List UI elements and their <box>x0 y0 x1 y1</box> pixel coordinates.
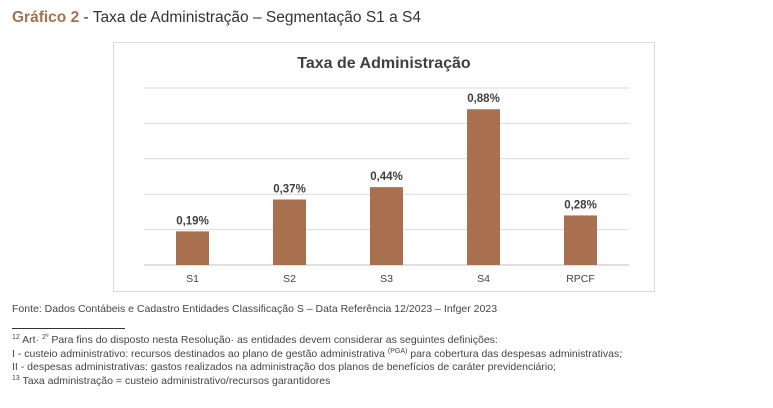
footnote-item-i-end: para cobertura das despesas administrati… <box>407 347 623 360</box>
bar-chart: Taxa de Administração 0,19% 0,37% 0,44% 0,8… <box>144 55 629 285</box>
x-tick-s2: S2 <box>283 273 296 285</box>
value-label-s3: 0,44% <box>370 171 403 183</box>
figure-title: - Taxa de Administração – Segmentação S1… <box>79 9 421 26</box>
chart-title: Taxa de Administração <box>297 55 471 72</box>
footnote-13-text: Taxa administração = custeio administrat… <box>19 374 331 387</box>
bar-s1 <box>176 231 209 265</box>
footnote-12-art-sup: 2º <box>41 334 49 341</box>
x-tick-s3: S3 <box>380 273 393 285</box>
footnote-13: 13 Taxa administração = custeio administ… <box>12 375 622 389</box>
figure-number: Gráfico 2 <box>12 9 80 26</box>
footnote-item-i-text: I - custeio administrativo: recursos des… <box>12 347 388 360</box>
footnote-13-marker: 13 <box>12 374 20 382</box>
x-tick-s4: S4 <box>477 273 490 285</box>
footnote-12-marker: 12 <box>12 334 20 341</box>
x-axis-ticks: S1 S2 S3 S4 RPCF <box>186 273 595 285</box>
footnote-item-i-sup: (PGA) <box>387 347 408 355</box>
bar-s3 <box>370 187 403 265</box>
x-tick-s1: S1 <box>186 273 199 285</box>
value-label-s2: 0,37% <box>273 184 306 196</box>
value-label-s4: 0,88% <box>467 93 500 105</box>
value-label-s1: 0,19% <box>176 215 209 227</box>
footnote-item-ii: II - despesas administrativas: gastos re… <box>12 361 556 373</box>
x-tick-rpcf: RPCF <box>566 273 595 285</box>
value-label-rpcf: 0,28% <box>564 199 597 211</box>
bar-s4 <box>467 109 500 266</box>
bars <box>176 109 597 266</box>
footnote-12-art: Art· <box>19 334 42 346</box>
value-labels: 0,19% 0,37% 0,44% 0,88% 0,28% <box>176 93 597 227</box>
bar-s2 <box>273 199 306 265</box>
footnotes: 12 Art· 2º Para fins do disposto nesta R… <box>12 334 622 388</box>
chart-container: Taxa de Administração 0,19% 0,37% 0,44% 0,8… <box>113 42 655 292</box>
bar-rpcf <box>564 215 597 265</box>
footnote-12-text: Para fins do disposto nesta Resolução· a… <box>48 334 498 346</box>
footnote-item-i: I - custeio administrativo: recursos des… <box>12 348 622 362</box>
footnote-divider <box>12 328 125 329</box>
figure-heading: Gráfico 2 - Taxa de Administração – Segm… <box>12 9 421 27</box>
footnote-12: 12 Art· 2º Para fins do disposto nesta R… <box>12 334 622 348</box>
source-note: Fonte: Dados Contábeis e Cadastro Entida… <box>12 303 498 315</box>
